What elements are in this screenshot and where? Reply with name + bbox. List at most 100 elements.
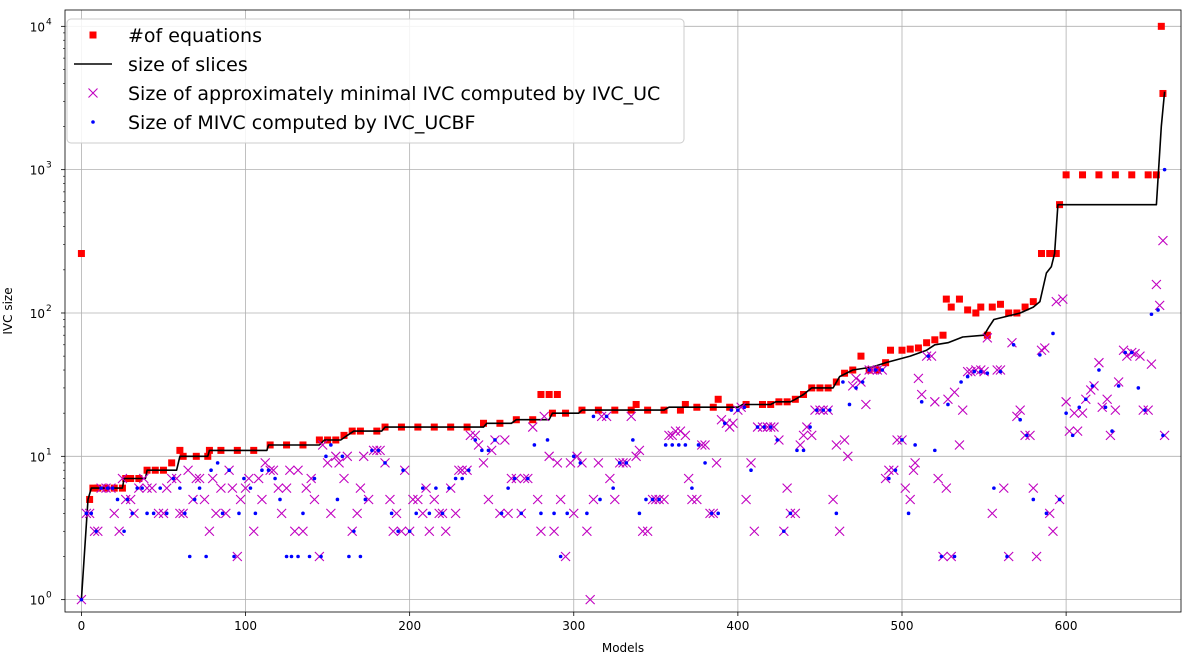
- ivc-uc-point: [174, 508, 185, 519]
- ivc-uc-point: [284, 465, 295, 476]
- mivc-point: [558, 554, 563, 559]
- mivc-point: [834, 511, 839, 516]
- ivc-uc-point: [842, 451, 853, 462]
- mivc-point: [383, 461, 387, 465]
- x-marker-stroke: [741, 494, 751, 505]
- x-marker-stroke: [1025, 430, 1035, 441]
- mivc-point: [887, 476, 891, 481]
- x-marker-stroke: [798, 430, 809, 441]
- ivc-uc-point: [680, 430, 691, 441]
- mivc-point: [151, 511, 156, 516]
- mivc-point: [1077, 405, 1082, 410]
- ivc-uc-point: [147, 483, 157, 494]
- x-marker-stroke: [1094, 357, 1104, 368]
- ivc-uc-point: [1113, 377, 1124, 387]
- ivc-uc-point: [596, 411, 607, 422]
- x-marker-stroke: [675, 426, 686, 436]
- ivc-uc-point: [1039, 343, 1050, 353]
- mivc-point: [242, 476, 246, 481]
- ivc-uc-point: [352, 508, 363, 519]
- x-marker-stroke: [585, 594, 596, 605]
- legend-marker-swatch: [88, 88, 98, 98]
- mivc-point: [827, 408, 832, 412]
- mivc-point: [1031, 497, 1036, 502]
- ivc-uc-point: [539, 411, 550, 422]
- x-marker-stroke: [211, 508, 221, 519]
- ivc-uc-point: [831, 440, 842, 450]
- ivc-uc-point: [211, 508, 221, 519]
- x-marker-stroke: [339, 473, 349, 484]
- mivc-point: [854, 386, 858, 390]
- mivc-point: [808, 425, 812, 429]
- ivc-uc-point: [125, 494, 136, 505]
- ivc-uc-point: [1158, 235, 1168, 246]
- x-marker-stroke: [109, 508, 120, 519]
- x-marker-stroke: [1154, 300, 1165, 311]
- ivc-uc-point: [604, 473, 615, 484]
- ivc-uc-point: [503, 508, 514, 519]
- mivc-point: [716, 511, 720, 516]
- x-marker-stroke: [880, 473, 891, 484]
- mivc-point: [657, 497, 661, 502]
- x-marker-stroke: [549, 526, 559, 537]
- equations-point: [553, 390, 561, 398]
- ivc-uc-point: [667, 430, 678, 441]
- mivc-point: [690, 486, 694, 490]
- ivc-uc-point: [560, 551, 571, 562]
- equations-point: [1062, 171, 1070, 179]
- x-marker-stroke: [933, 473, 943, 484]
- ivc-uc-point: [880, 473, 891, 484]
- equations-point: [947, 303, 955, 311]
- mivc-point: [1129, 350, 1134, 355]
- ivc-uc-point: [158, 508, 169, 519]
- mivc-point: [847, 402, 852, 407]
- x-marker-stroke: [867, 365, 878, 375]
- x-marker-stroke: [910, 457, 921, 468]
- mivc-point: [801, 448, 806, 453]
- mivc-point: [130, 511, 135, 516]
- x-marker-stroke: [1044, 508, 1055, 519]
- x-marker-stroke: [317, 440, 328, 450]
- x-marker-stroke: [913, 373, 924, 384]
- equations-point: [545, 390, 553, 398]
- mivc-point: [788, 511, 793, 516]
- ivc-uc-point: [1110, 405, 1121, 416]
- ivc-uc-point: [276, 508, 287, 519]
- x-marker-stroke: [325, 508, 336, 519]
- x-marker-stroke: [1118, 345, 1129, 356]
- ivc-uc-point: [486, 445, 497, 456]
- mivc-point: [266, 468, 271, 473]
- x-axis-label: Models: [602, 641, 644, 655]
- ivc-uc-point: [700, 440, 710, 450]
- legend: #of equations size of slices Size of appro…: [66, 18, 685, 144]
- ivc-uc-point: [795, 440, 806, 450]
- x-marker-stroke: [604, 473, 615, 484]
- mivc-point: [227, 468, 231, 473]
- ivc-uc-point: [1072, 426, 1083, 436]
- x-marker-stroke: [1028, 483, 1039, 494]
- x-marker-stroke: [536, 526, 546, 537]
- x-marker-stroke: [560, 551, 571, 562]
- x-marker-stroke: [1105, 430, 1116, 441]
- mivc-point: [519, 511, 524, 516]
- equations-point: [972, 309, 980, 317]
- x-marker-stroke: [905, 494, 916, 505]
- ivc-uc-point: [289, 526, 300, 537]
- ivc-uc-point: [429, 494, 440, 505]
- x-marker-stroke: [1158, 235, 1168, 246]
- x-marker-stroke: [642, 526, 653, 537]
- mivc-point: [670, 443, 675, 447]
- equations-point: [1095, 171, 1103, 179]
- mivc-point: [319, 554, 323, 559]
- x-marker-stroke: [987, 508, 998, 519]
- mivc-point: [650, 497, 655, 502]
- x-marker-stroke: [842, 451, 853, 462]
- mivc-point: [696, 443, 701, 447]
- y-tick-label: 10: [30, 164, 45, 178]
- equations-point: [1052, 250, 1060, 258]
- mivc-point: [340, 454, 345, 459]
- ivc-uc-point: [815, 405, 825, 416]
- mivc-point: [363, 497, 368, 502]
- y-tick-exponent: 4: [46, 17, 52, 27]
- mivc-point: [959, 380, 963, 384]
